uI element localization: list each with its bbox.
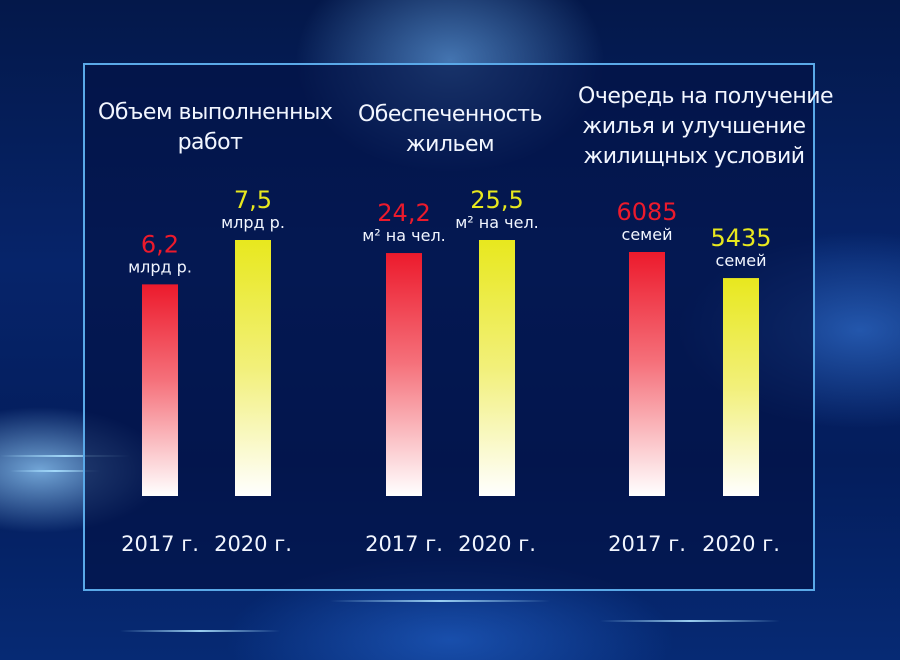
x-tick-label: 2020 г. <box>458 532 536 556</box>
unit-label: млрд р. <box>221 213 285 232</box>
data-label: 7,5 <box>234 186 272 214</box>
title-line: Обеспеченность <box>357 102 543 127</box>
chart-panel <box>83 63 815 591</box>
unit-label: семей <box>622 225 673 244</box>
light-streak <box>10 470 100 472</box>
chart-title-housing: Обеспеченность жильем <box>340 100 560 160</box>
chart-title-queue: Очередь на получение жилья и улучшение ж… <box>578 82 834 172</box>
unit-label: семей <box>716 251 767 270</box>
x-tick-label: 2017 г. <box>365 532 443 556</box>
bar-red <box>142 284 178 496</box>
bar-yellow <box>479 240 515 496</box>
unit-label: м² на чел. <box>455 213 539 232</box>
unit-label: м² на чел. <box>362 226 446 245</box>
unit-label: млрд р. <box>128 257 192 276</box>
light-streak <box>0 455 130 457</box>
title-line: Очередь на получение <box>578 84 834 109</box>
light-streak <box>120 630 280 632</box>
bar-red <box>629 252 665 496</box>
title-line: жильем <box>405 132 495 157</box>
chart-title-work: Объем выполненных работ <box>98 98 333 158</box>
data-label: 5435 <box>710 224 771 252</box>
title-line: жилищных условий <box>583 144 805 169</box>
title-line: Объем выполненных <box>98 100 333 125</box>
data-label: 6,2 <box>141 230 179 258</box>
x-tick-label: 2020 г. <box>702 532 780 556</box>
bar-red <box>386 253 422 496</box>
x-tick-label: 2020 г. <box>214 532 292 556</box>
bar-yellow <box>723 278 759 496</box>
data-label: 25,5 <box>470 186 523 214</box>
title-line: работ <box>177 130 243 155</box>
bar-yellow <box>235 240 271 496</box>
data-label: 6085 <box>616 198 677 226</box>
data-label: 24,2 <box>377 199 430 227</box>
light-streak <box>600 620 780 622</box>
x-tick-label: 2017 г. <box>608 532 686 556</box>
x-tick-label: 2017 г. <box>121 532 199 556</box>
light-streak <box>330 600 550 602</box>
title-line: жилья и улучшение <box>582 114 806 139</box>
